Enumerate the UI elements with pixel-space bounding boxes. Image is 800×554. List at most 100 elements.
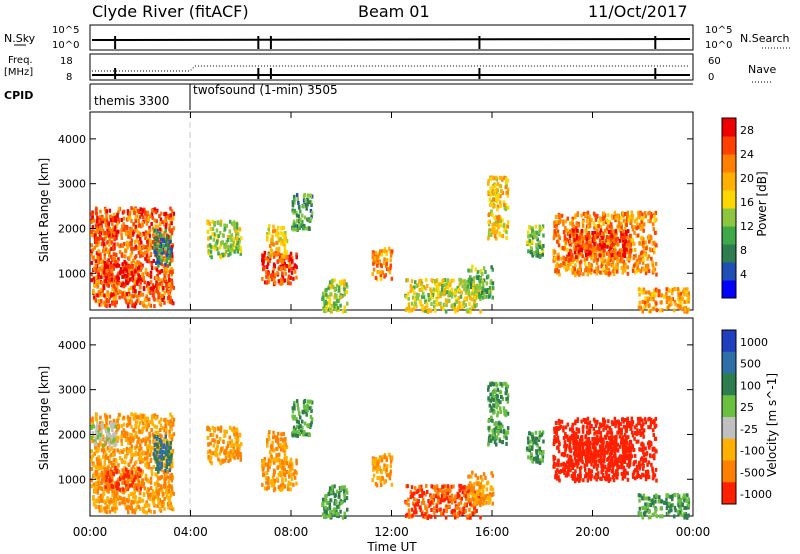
power-cell (115, 300, 118, 305)
power-cell (272, 266, 275, 271)
power-cell (607, 213, 610, 218)
velocity-cell (166, 420, 169, 425)
power-cell (651, 293, 654, 297)
power-cell (614, 253, 617, 258)
velocity-cell (160, 468, 164, 473)
velocity-cell (149, 509, 152, 514)
power-cell (218, 245, 222, 250)
power-cell (99, 259, 103, 264)
power-cell (480, 290, 484, 295)
power-cell (156, 238, 159, 243)
velocity-cell (238, 445, 241, 450)
power-cell (223, 245, 226, 250)
velocity-cell (164, 476, 167, 481)
power-cell (636, 222, 639, 227)
noise-left-label: N.Sky (4, 32, 36, 45)
velocity-cell (144, 436, 148, 441)
power-cell (206, 244, 210, 249)
velocity-cell (104, 484, 107, 489)
power-cell (112, 226, 115, 231)
power-cell (622, 232, 625, 237)
power-cell (571, 216, 574, 221)
velocity-cell (162, 469, 166, 474)
power-cell (114, 303, 117, 308)
velocity-cell (169, 422, 173, 426)
power-cell (541, 248, 545, 253)
velocity-cell (118, 450, 121, 455)
power-cell (105, 269, 108, 274)
power-cell (469, 296, 472, 301)
power-cell (630, 248, 634, 253)
velocity-cell (211, 433, 215, 437)
power-cell (568, 248, 572, 253)
power-cell (108, 237, 111, 242)
velocity-cell (157, 466, 160, 471)
power-cell (110, 254, 113, 259)
power-cell (572, 265, 575, 270)
velocity-cell (157, 491, 161, 496)
power-cell (125, 300, 128, 305)
velocity-cell (283, 473, 287, 478)
power-cell (208, 243, 212, 248)
power-cell (563, 246, 567, 251)
velocity-cell (303, 429, 306, 434)
power-cell (657, 293, 660, 298)
power-cell (272, 251, 276, 256)
power-cell (642, 222, 646, 227)
power-cell (117, 229, 120, 234)
power-cell (94, 233, 97, 238)
power-cell (388, 270, 392, 275)
power-cell (164, 225, 168, 230)
velocity-cell (126, 480, 130, 485)
power-cell (580, 228, 584, 233)
velocity-cell (156, 452, 159, 457)
power-cell (609, 245, 612, 250)
velocity-cell (336, 504, 339, 509)
power-cell (172, 226, 176, 231)
power-cell (676, 303, 680, 308)
power-cell (156, 208, 159, 213)
power-cell (147, 217, 150, 222)
cpid-segment-themis: themis 3300 (94, 94, 169, 108)
velocity-cell (119, 473, 123, 477)
power-cell (448, 283, 452, 288)
velocity-cell (172, 432, 176, 437)
velocity-cell (217, 457, 220, 462)
velocity-cell (137, 452, 140, 457)
power-cell (124, 283, 127, 287)
velocity-cell (140, 446, 143, 451)
power-cell (586, 210, 590, 215)
velocity-cell (107, 484, 111, 489)
power-cell (170, 280, 174, 285)
power-cell (557, 221, 560, 225)
power-cell (344, 309, 347, 313)
velocity-cell (211, 451, 214, 456)
power-cell (602, 211, 606, 216)
power-cell (283, 235, 286, 240)
velocity-cell (277, 431, 280, 436)
velocity-cell (309, 423, 313, 427)
power-cell (154, 210, 158, 215)
velocity-cell (292, 472, 295, 477)
power-cell (596, 269, 600, 273)
velocity-cell (163, 418, 166, 423)
velocity-cell (263, 456, 267, 461)
power-cell (572, 245, 576, 250)
power-cell (633, 225, 637, 229)
power-cell (115, 275, 118, 280)
power-cell (282, 225, 285, 230)
velocity-cell (273, 486, 276, 491)
power-cell (621, 238, 625, 243)
power-cell (267, 256, 270, 261)
power-cell (116, 285, 119, 290)
power-cell (413, 304, 416, 309)
velocity-cell (153, 482, 157, 487)
power-cell (606, 270, 609, 275)
velocity-cell (223, 458, 227, 463)
power-cell (119, 271, 122, 276)
power-cell (239, 249, 242, 254)
velocity-cell (93, 441, 97, 446)
velocity-cell (323, 515, 326, 519)
velocity-cell (109, 467, 113, 472)
